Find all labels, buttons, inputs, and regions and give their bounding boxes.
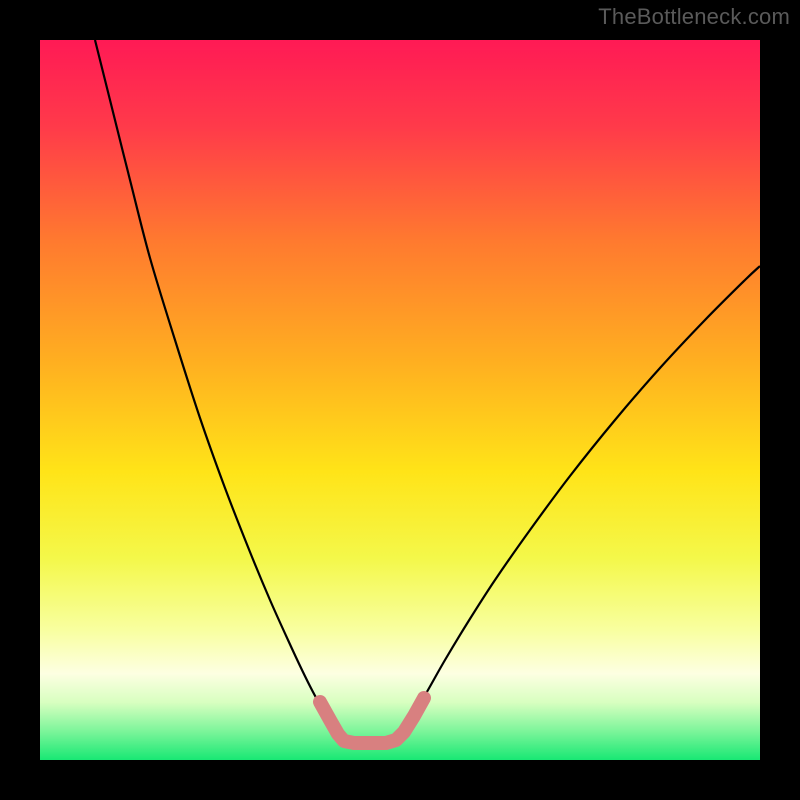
watermark-text: TheBottleneck.com — [598, 4, 790, 30]
chart-background — [40, 40, 760, 760]
chart-frame: TheBottleneck.com — [0, 0, 800, 800]
chart-plot-area — [40, 40, 760, 760]
chart-svg — [40, 40, 760, 760]
